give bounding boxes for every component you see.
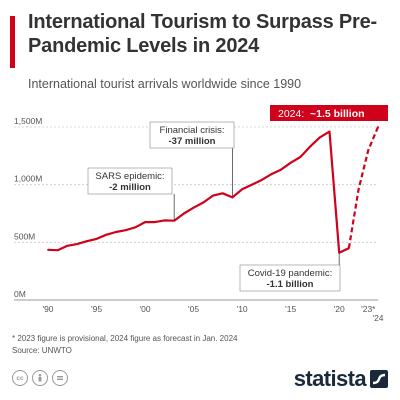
x-tick-label: '15 <box>285 304 296 314</box>
footnote: * 2023 figure is provisional, 2024 figur… <box>12 333 237 357</box>
annotation-box <box>149 121 235 149</box>
data-point <box>347 247 350 250</box>
data-point <box>328 130 331 133</box>
no-derivatives-icon[interactable] <box>52 370 68 386</box>
data-point <box>163 219 166 222</box>
x-tick-label: '10 <box>237 304 248 314</box>
chart-title: International Tourism to Surpass Pre-Pan… <box>28 11 377 57</box>
data-point <box>124 229 127 232</box>
data-point <box>134 226 137 229</box>
data-point <box>202 201 205 204</box>
data-point <box>367 149 370 151</box>
y-tick-label: 0M <box>14 289 26 299</box>
forecast-line <box>347 126 380 249</box>
data-point <box>280 168 282 171</box>
brand-wordmark: statista <box>293 366 367 391</box>
y-tick-label: 1,500M <box>14 116 42 126</box>
title-accent-bar <box>10 16 15 68</box>
data-point <box>377 126 379 128</box>
annotation-value: -37 million <box>169 136 216 147</box>
data-point <box>309 145 311 148</box>
annotation-label: SARS epidemic: <box>95 171 164 182</box>
data-point <box>56 249 59 252</box>
data-point <box>85 240 88 243</box>
y-tick-label: 1,000M <box>14 174 42 184</box>
data-point <box>95 237 98 240</box>
x-tick-label: '90 <box>42 304 53 314</box>
data-point <box>212 194 214 197</box>
footnote-note: * 2023 figure is provisional, 2024 figur… <box>12 334 238 343</box>
license-icons: cc <box>12 370 68 386</box>
annotation-box <box>87 167 173 195</box>
data-point <box>270 173 273 176</box>
x-tick-label: '23* <box>361 304 376 314</box>
annotation-value: -1.1 billion <box>267 279 314 290</box>
attribution-icon[interactable] <box>32 370 48 386</box>
data-point <box>241 188 244 191</box>
data-point <box>144 221 146 224</box>
data-point <box>115 231 117 233</box>
x-tick-label: '24 <box>372 313 383 323</box>
arrivals-line <box>47 130 350 254</box>
data-point <box>357 188 360 191</box>
data-point <box>76 243 79 245</box>
annotation-value: -2 million <box>109 182 151 193</box>
forecast-callout-box <box>270 105 388 121</box>
data-point <box>182 212 185 215</box>
statista-logo[interactable]: statista <box>294 366 388 392</box>
y-tick-label: 500M <box>14 231 35 241</box>
data-point <box>299 156 302 158</box>
data-point <box>221 192 224 195</box>
forecast-callout-label: 2024: <box>278 108 304 120</box>
x-tick-label: '20 <box>334 304 345 314</box>
data-point <box>47 248 49 251</box>
source-line: Source: UNWTO <box>12 346 72 355</box>
data-point <box>192 206 195 209</box>
data-point <box>153 221 156 224</box>
statista-logo-icon <box>370 370 388 388</box>
forecast-callout-value: ~1.5 billion <box>310 108 365 120</box>
data-point <box>318 136 321 139</box>
annotation-label: Covid-19 pandemic: <box>248 268 333 279</box>
cc-icon[interactable]: cc <box>12 370 28 386</box>
x-tick-label: '05 <box>188 304 199 314</box>
annotation-box <box>239 264 341 292</box>
annotation-label: Financial crisis: <box>160 125 225 136</box>
chart-subtitle: International tourist arrivals worldwide… <box>28 77 302 91</box>
data-point <box>105 233 108 236</box>
x-tick-label: '00 <box>140 304 151 314</box>
footer: cc statista <box>0 362 400 400</box>
data-point <box>250 183 253 186</box>
data-point <box>66 244 69 247</box>
x-tick-label: '95 <box>91 304 102 314</box>
data-point <box>260 179 263 181</box>
data-point <box>289 161 292 164</box>
